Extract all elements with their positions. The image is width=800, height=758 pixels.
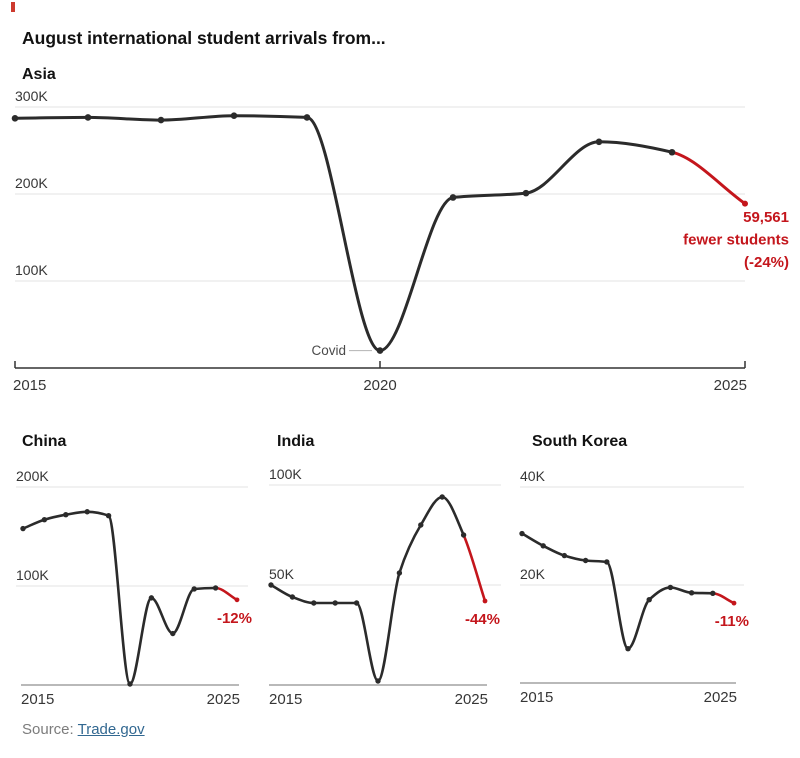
data-point-2016 [41, 516, 48, 523]
data-point-2018 [84, 509, 90, 515]
x-axis-label: 2025 [704, 689, 737, 706]
data-point-2019 [303, 114, 311, 121]
data-point-2015 [20, 525, 26, 532]
asia-chart: Asia 300K 200K 100K 2015 2020 2025 Covid 59,561… [0, 60, 800, 405]
india-chart-title: India [277, 433, 315, 450]
south-korea-line-chart-svg: 40K 20K 2015 2025 -11% [519, 468, 749, 706]
x-axis-label: 2015 [13, 377, 46, 394]
china-chart-title: China [22, 433, 67, 450]
y-axis-label: 50K [269, 566, 295, 582]
y-axis-label: 100K [16, 567, 49, 583]
data-point-2023 [439, 494, 445, 500]
y-axis-label: 200K [15, 175, 48, 191]
decline-percent-label: -12% [217, 610, 252, 627]
asia-line-chart-svg: 300K 200K 100K 2015 2020 2025 Covid 59,561 fewer… [11, 88, 789, 394]
data-point-2020 [625, 646, 631, 652]
covid-annotation-label: Covid [311, 343, 346, 358]
source-label: Source: [22, 721, 74, 738]
data-point-2015 [268, 582, 274, 588]
data-point-2020 [375, 678, 381, 684]
data-point-2015 [519, 530, 525, 537]
asia-chart-title: Asia [22, 66, 56, 83]
data-point-2025 [482, 598, 488, 604]
x-axis-label: 2015 [21, 691, 54, 708]
x-axis-label: 2025 [455, 691, 488, 708]
y-axis-label: 100K [15, 262, 48, 278]
data-point-2019 [604, 559, 610, 565]
china-series-line-decline [214, 586, 239, 602]
y-axis-label: 200K [16, 468, 49, 484]
data-point-2017 [157, 116, 165, 124]
x-axis-label: 2015 [520, 689, 553, 706]
data-point-2023 [191, 586, 197, 592]
data-point-2022 [522, 189, 530, 197]
india-series-line-decline [462, 533, 487, 603]
source-line: Source: Trade.gov [22, 721, 145, 738]
india-chart: India 100K 50K 2015 2025 -44% [255, 425, 510, 725]
source-link[interactable]: Trade.gov [77, 721, 145, 738]
china-chart: China 200K 100K 2015 2025 -12% [0, 425, 255, 725]
data-point-2016 [289, 594, 296, 600]
data-point-2024 [460, 532, 467, 538]
south-korea-chart-title: South Korea [532, 433, 628, 450]
data-point-2018 [230, 112, 238, 119]
asia-series-line [13, 114, 674, 353]
south-korea-chart: South Korea 40K 20K 2015 2025 -11% [510, 425, 790, 725]
data-point-2021 [148, 595, 155, 601]
india-series-line [269, 495, 465, 683]
data-point-2018 [332, 600, 338, 606]
india-line-chart-svg: 100K 50K 2015 2025 -44% [268, 466, 501, 708]
data-point-2022 [418, 522, 424, 528]
data-point-2016 [540, 543, 546, 549]
data-point-2021 [449, 194, 457, 201]
china-series-line [21, 510, 217, 686]
y-axis-label: 40K [520, 468, 546, 484]
data-point-2021 [396, 570, 403, 576]
y-axis-label: 100K [269, 466, 302, 482]
data-point-2017 [63, 512, 69, 518]
data-point-2023 [688, 590, 695, 596]
data-point-2022 [170, 630, 176, 637]
decline-percent-label: -11% [715, 613, 749, 630]
south_korea-series-line-decline [711, 592, 736, 605]
data-point-2020 [127, 681, 133, 687]
data-point-2022 [667, 584, 674, 591]
decline-percent-label: -44% [465, 611, 500, 628]
page-title: August international student arrivals fr… [22, 27, 386, 48]
data-point-2021 [646, 597, 652, 603]
x-axis-label: 2025 [714, 377, 747, 394]
decline-annotation-line: fewer students [683, 232, 789, 249]
data-point-2025 [731, 600, 737, 606]
data-point-2019 [353, 600, 360, 606]
data-point-2024 [668, 148, 676, 156]
decline-annotation-line: (-24%) [744, 254, 789, 271]
y-axis-label: 20K [520, 566, 546, 582]
data-point-2020 [376, 347, 384, 354]
decline-annotation-line: 59,561 [743, 209, 789, 226]
data-point-2015 [11, 115, 19, 122]
x-axis-label: 2015 [269, 691, 302, 708]
data-point-2016 [84, 114, 92, 121]
data-point-2024 [212, 585, 219, 591]
south_korea-series-line [520, 532, 715, 651]
data-point-2019 [105, 513, 112, 519]
x-axis-label: 2020 [363, 377, 396, 394]
data-point-2025 [234, 597, 240, 603]
data-point-2025 [742, 200, 748, 207]
data-point-2017 [311, 600, 317, 606]
asia-series-line-decline [670, 150, 747, 206]
y-axis-label: 300K [15, 88, 48, 104]
stray-red-mark [11, 2, 15, 12]
data-point-2023 [595, 138, 603, 146]
data-point-2024 [710, 590, 716, 597]
x-axis-label: 2025 [207, 691, 240, 708]
china-line-chart-svg: 200K 100K 2015 2025 -12% [16, 468, 252, 708]
data-point-2017 [561, 552, 568, 559]
data-point-2018 [582, 557, 589, 564]
